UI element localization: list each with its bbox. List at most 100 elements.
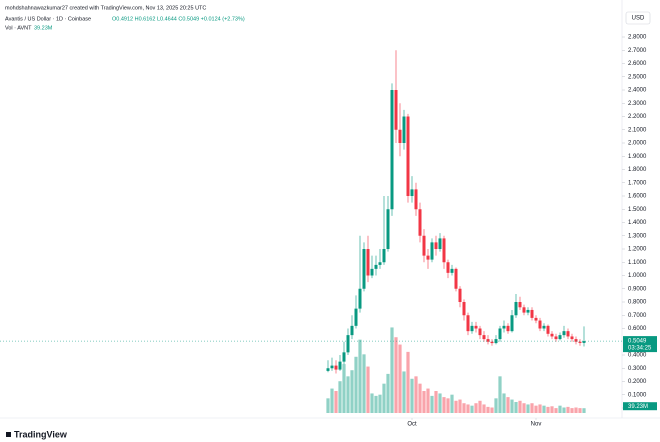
volume-bar [382,383,386,413]
author-line: mohdshahnawazkumar27 created with Tradin… [5,5,206,11]
volume-bar [546,406,550,413]
volume-bar [362,354,366,413]
candle-body [562,331,566,336]
volume-bar [458,399,462,413]
vol-label: Vol · AVNT [5,25,32,31]
volume-bar [346,376,350,413]
volume-bar [526,404,530,413]
volume-bar [374,395,378,413]
volume-bar [358,339,362,413]
volume-bar [470,405,474,413]
candle-body [542,325,546,329]
candle-body [418,209,422,236]
volume-bar [426,388,430,413]
candle-body [518,302,522,308]
volume-bar [370,393,374,413]
volume-bar [334,391,338,413]
candle-body [378,262,382,265]
volume-bar [350,370,354,413]
volume-bar [418,383,422,413]
candle-body [534,317,538,321]
candle-body [490,341,494,344]
volume-bar [514,402,518,413]
volume-bar [342,364,346,413]
candle-body [406,116,410,196]
candle-body [538,320,542,329]
volume-bar [462,403,466,413]
candle-body [582,341,586,343]
candle-body [366,249,370,276]
symbol: Avantis / US Dollar · 1D · Coinbase [5,16,91,22]
candle-body [398,129,402,143]
volume-bar [366,366,370,413]
volume-bar [542,405,546,413]
volume-bar [570,408,574,413]
volume-bar [538,404,542,413]
y-tick-label: 2.3000 [628,101,647,107]
candle-body [426,255,430,260]
candle-body [570,336,574,340]
candle-body [458,288,462,302]
vol-value: 39.23M [34,25,53,31]
volume-bar [474,403,478,413]
volume-bar [430,395,434,413]
logo-text: TradingView [14,429,68,439]
candle-body [410,189,414,196]
y-tick-label: 1.8000 [628,167,647,173]
volume-bar [502,393,506,413]
countdown: 03:34:25 [628,346,652,352]
volume-bar [402,371,406,413]
y-tick-label: 2.2000 [628,114,647,120]
volume-bar [494,398,498,413]
volume-bar [506,397,510,413]
candle-body [578,341,582,343]
volume-bar [498,376,502,413]
candle-body [362,249,366,289]
candle-body [330,365,334,369]
currency: USD [632,16,645,22]
candle-body [434,242,438,249]
volume-bar [490,407,494,413]
volume-bar [522,403,526,413]
y-tick-label: 1.1000 [628,260,647,266]
volume-bar [534,405,538,413]
y-tick-label: 2.4000 [628,88,647,94]
candle-body [414,189,418,210]
volume-bar [482,404,486,413]
currency-box[interactable] [625,11,651,25]
y-tick-label: 2.1000 [628,127,647,133]
volume-bar [566,406,570,413]
volume-bar [510,399,514,413]
candle-body [350,325,354,336]
volume-bar [486,406,490,413]
volume-bar [446,398,450,413]
candle-body [394,90,398,130]
volume-bar [386,373,390,413]
y-tick-label: 0.2000 [628,379,647,385]
candle-body [430,242,434,260]
y-tick-label: 0.3000 [628,366,647,372]
candle-body [374,264,378,269]
y-tick-label: 1.6000 [628,194,647,200]
volume-bar [326,398,330,413]
volume-tag [623,402,657,411]
candle-body [402,116,406,143]
volume-bar [422,391,426,413]
candle-body [370,268,374,276]
y-tick-label: 1.2000 [628,247,647,253]
candle-body [550,333,554,337]
volume-bar [434,391,438,413]
y-tick-label: 1.7000 [628,180,647,186]
candle-body [498,328,502,340]
candle-body [386,209,390,249]
volume-bar [410,378,414,413]
y-tick-label: 2.8000 [628,35,647,41]
volume-tag-label: 39.23M [628,404,648,410]
candle-body [438,238,442,249]
y-tick-label: 2.5000 [628,74,647,80]
volume-bar [438,393,442,413]
volume-bar [406,351,410,413]
candle-body [546,325,550,334]
candle-body [326,368,330,371]
